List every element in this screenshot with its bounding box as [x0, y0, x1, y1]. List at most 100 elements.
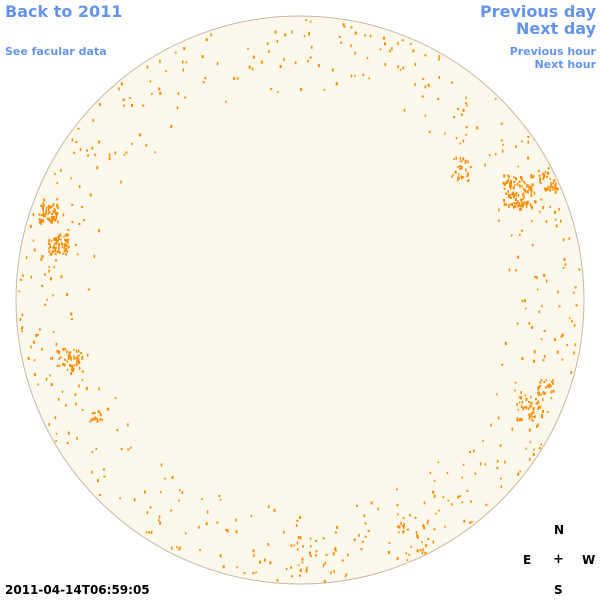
facula-point: [517, 200, 519, 204]
facula-point: [522, 407, 525, 411]
facula-point: [303, 35, 306, 38]
facula-point: [67, 431, 70, 435]
facula-point: [205, 522, 208, 526]
facula-point: [99, 418, 101, 422]
facula-point: [94, 416, 97, 419]
facula-point: [86, 149, 88, 152]
facula-point: [58, 350, 61, 353]
facula-point: [485, 503, 488, 506]
facula-point: [41, 255, 44, 258]
facula-point: [70, 372, 73, 375]
facula-point: [463, 519, 466, 523]
facula-point: [512, 195, 515, 198]
facula-point: [343, 25, 346, 28]
facula-point: [528, 417, 530, 420]
facula-point: [284, 33, 287, 37]
facula-point: [524, 181, 526, 185]
facula-point: [528, 185, 531, 188]
facula-point: [182, 60, 184, 64]
facula-point: [533, 350, 536, 354]
facula-point: [72, 368, 74, 372]
facula-point: [520, 418, 522, 422]
facula-point: [510, 186, 512, 190]
facula-point: [545, 279, 548, 283]
facula-point: [524, 394, 527, 397]
facula-point: [514, 205, 517, 208]
facula-point: [309, 537, 312, 540]
next-hour-link[interactable]: Next hour: [534, 58, 597, 71]
facula-point: [543, 355, 546, 359]
facula-point: [427, 83, 430, 87]
facula-point: [503, 198, 505, 202]
previous-hour-link[interactable]: Previous hour: [509, 45, 596, 58]
facula-point: [527, 408, 530, 411]
facula-point: [537, 387, 539, 391]
facula-point: [165, 69, 167, 72]
facula-point: [267, 543, 270, 546]
facula-point: [270, 88, 273, 90]
facula-point: [89, 193, 92, 197]
facula-point: [51, 356, 54, 360]
facula-point: [459, 142, 461, 145]
facula-point: [268, 50, 270, 53]
facula-point: [513, 192, 515, 196]
facula-point: [396, 557, 399, 560]
facula-point: [58, 243, 61, 247]
facula-point: [69, 353, 71, 357]
facula-point: [93, 412, 96, 414]
next-day-link[interactable]: Next day: [516, 19, 596, 38]
facula-point: [550, 397, 553, 400]
facula-point: [120, 448, 123, 450]
facula-point: [574, 286, 577, 289]
facula-point: [41, 206, 44, 209]
facula-point: [27, 356, 30, 360]
facula-point: [533, 200, 536, 203]
facula-point: [509, 193, 511, 196]
facula-point: [87, 154, 90, 157]
facula-point: [528, 428, 531, 432]
facula-point: [99, 413, 102, 417]
facula-point: [549, 189, 552, 192]
previous-day-link[interactable]: Previous day: [479, 2, 596, 21]
back-to-year-link[interactable]: Back to 2011: [5, 2, 123, 21]
facula-point: [526, 184, 528, 188]
facula-point: [403, 523, 406, 527]
facula-point: [543, 273, 546, 277]
facula-point: [49, 245, 52, 249]
facula-point: [533, 175, 535, 178]
facula-point: [518, 202, 521, 206]
facula-point: [70, 369, 73, 372]
facula-point: [65, 233, 68, 237]
facula-point: [210, 33, 212, 37]
facula-point: [410, 545, 412, 548]
facula-point: [130, 446, 132, 449]
facula-point: [560, 219, 562, 223]
facula-point: [56, 250, 59, 253]
facula-point: [457, 495, 460, 499]
facula-point: [98, 387, 100, 391]
facula-point: [544, 187, 547, 191]
facula-point: [54, 218, 57, 222]
facula-point: [55, 240, 58, 243]
facula-point: [530, 193, 533, 196]
facula-point: [544, 171, 547, 174]
facula-point: [81, 409, 84, 412]
facula-point: [402, 517, 405, 520]
facula-point: [354, 51, 356, 55]
facula-point: [554, 218, 557, 221]
facula-point: [54, 172, 56, 175]
facula-point: [146, 65, 149, 69]
facula-point: [573, 323, 576, 327]
facula-point: [149, 80, 152, 83]
facula-point: [56, 182, 58, 185]
facula-point: [108, 157, 111, 161]
facula-point: [57, 248, 60, 252]
facula-point: [531, 418, 533, 421]
facula-point: [296, 519, 299, 522]
facula-point: [44, 212, 47, 215]
facula-point: [333, 570, 335, 573]
facular-data-link[interactable]: See facular data: [5, 45, 107, 58]
facula-point: [32, 213, 35, 217]
facula-point: [52, 217, 55, 221]
facula-point: [454, 170, 457, 174]
